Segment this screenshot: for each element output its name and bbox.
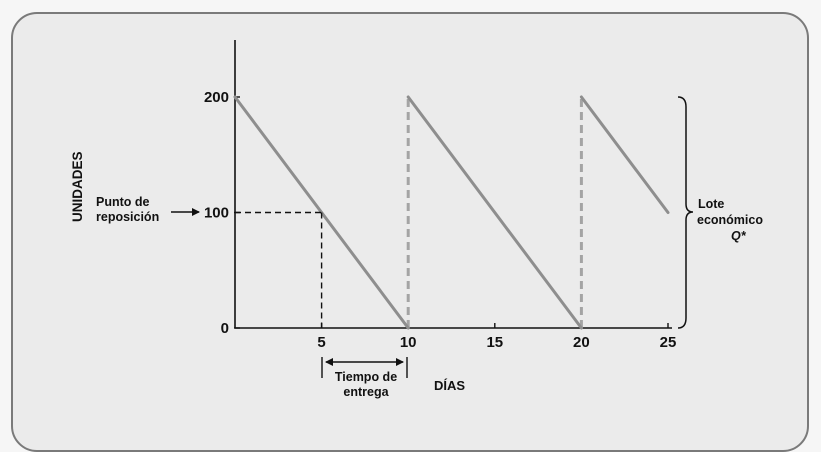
lead-time-label-line2: entrega: [343, 385, 389, 399]
x-tick-label: 20: [573, 334, 590, 351]
x-tick-label: 5: [317, 334, 325, 351]
reorder-label-line2: reposición: [96, 210, 159, 224]
reorder-label-line1: Punto de: [96, 195, 150, 209]
inventory-chart: 0 100 200 5 10 15 20 25 UNIDADES Punto de repo…: [70, 40, 763, 399]
x-tick-label: 25: [660, 334, 677, 351]
y-tick-label: 0: [221, 320, 229, 337]
x-tick-label: 10: [400, 334, 417, 351]
figure-frame: [11, 12, 809, 452]
inventory-segment: [406, 95, 583, 330]
figure-stage: 0 100 200 5 10 15 20 25 UNIDADES Punto de repo…: [11, 12, 809, 452]
y-tick-label: 200: [204, 89, 229, 106]
x-axis-title: DÍAS: [434, 378, 465, 393]
economic-lot-label-q: Q*: [731, 229, 747, 243]
y-axis-title: UNIDADES: [70, 151, 85, 222]
x-tick-label: 15: [486, 334, 503, 351]
economic-lot-label-line2: económico: [697, 213, 763, 227]
lead-time-label-line1: Tiempo de: [335, 370, 397, 384]
economic-lot-brace: [677, 96, 694, 329]
y-tick-label: 100: [204, 205, 229, 222]
economic-lot-label-line1: Lote: [698, 197, 724, 211]
inventory-segment: [579, 95, 670, 214]
